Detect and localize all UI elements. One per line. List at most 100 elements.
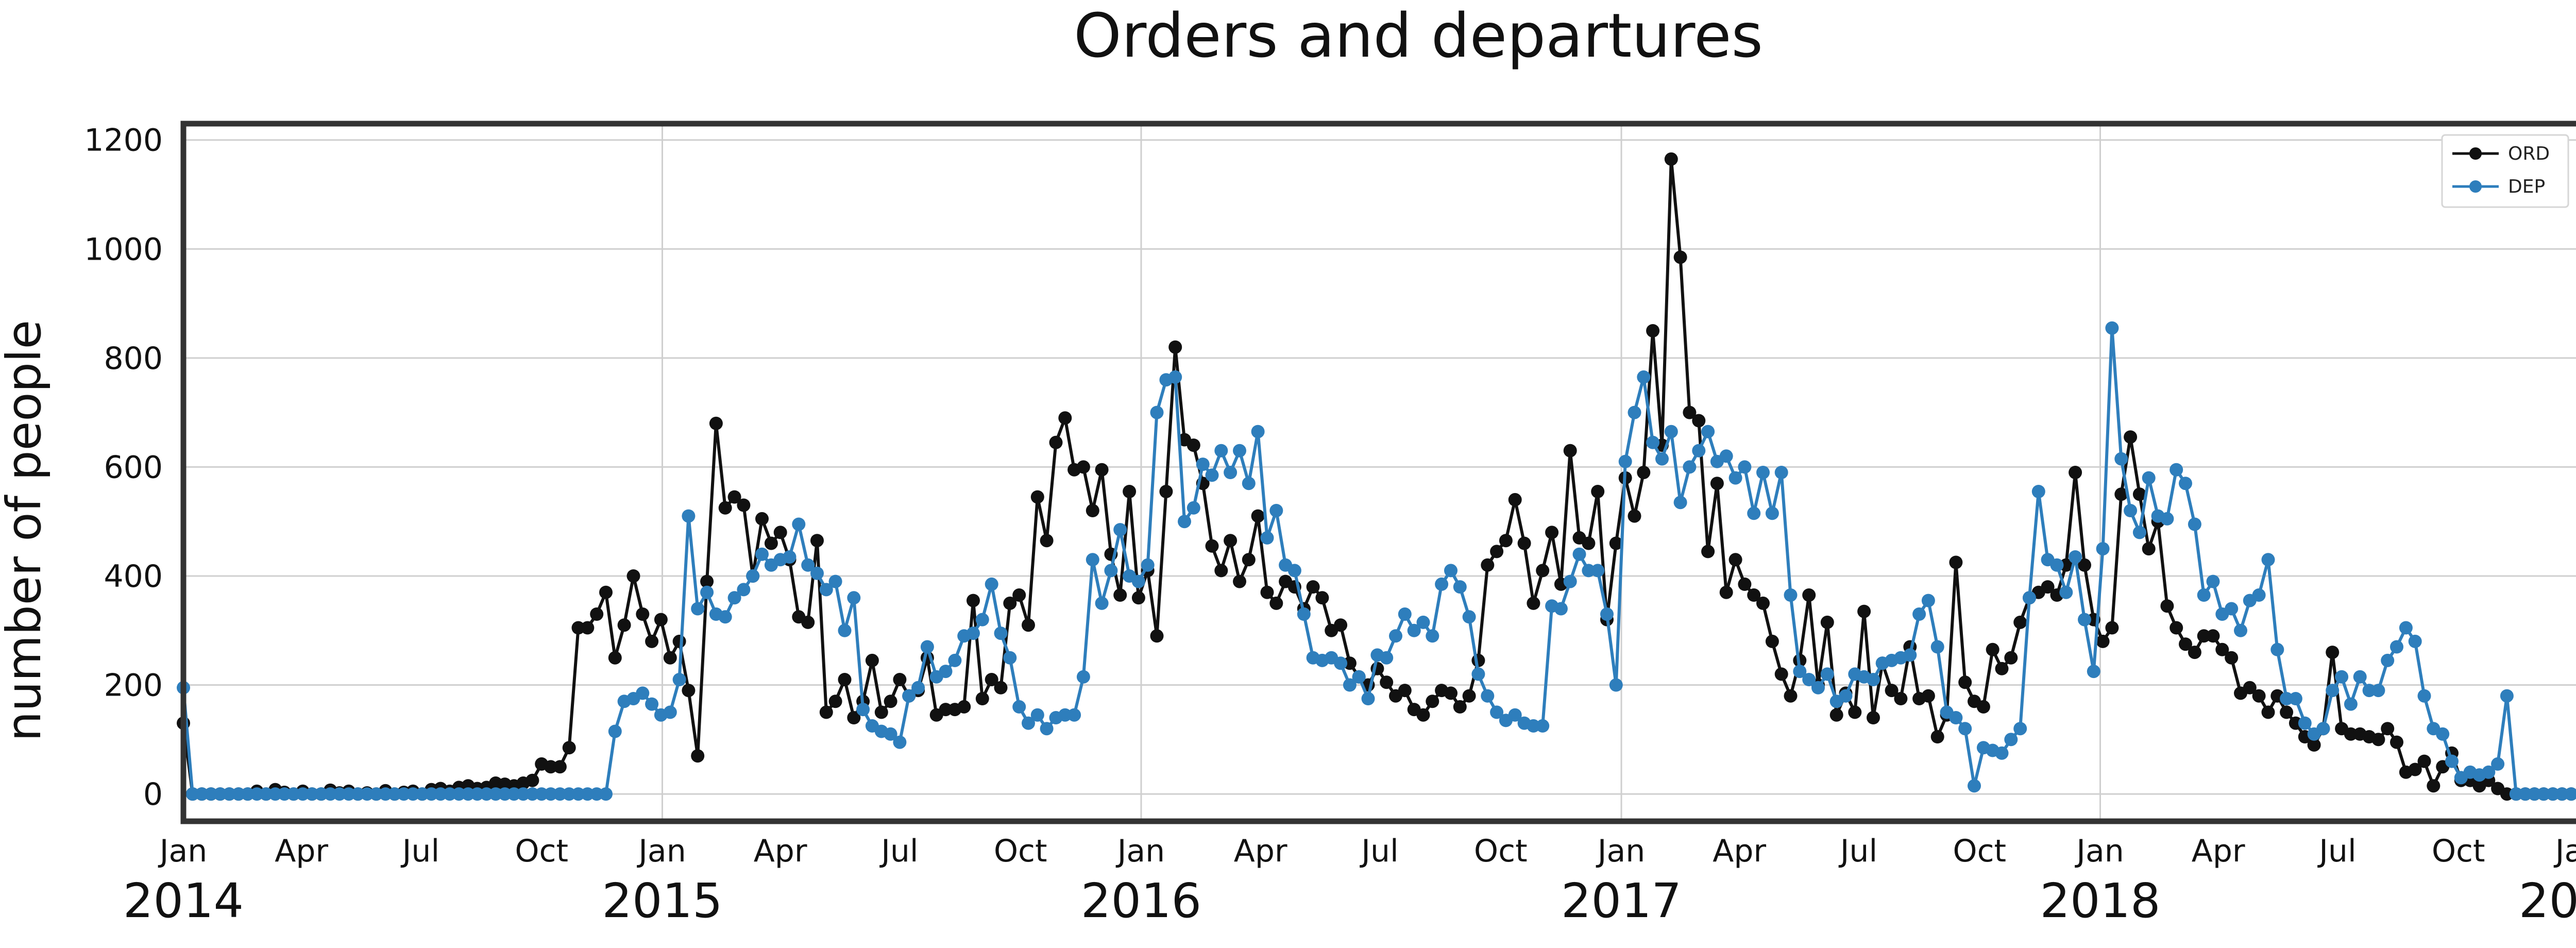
- series-ord-point: [581, 621, 595, 635]
- series-ord-point: [626, 569, 640, 583]
- series-dep-point: [2500, 689, 2514, 703]
- legend-dep-label: DEP: [2508, 176, 2545, 197]
- month-tick-label: Jan: [2074, 833, 2124, 869]
- series-dep-point: [2105, 321, 2119, 335]
- series-ord-point: [2041, 580, 2055, 594]
- series-ord-point: [2004, 651, 2018, 665]
- series-dep-point: [2059, 585, 2073, 599]
- series-dep-point: [1958, 722, 1972, 736]
- series-ord-point: [810, 534, 824, 548]
- series-ord-point: [2059, 558, 2073, 572]
- series-dep-point: [2225, 602, 2239, 616]
- series-ord-point: [1049, 435, 1063, 449]
- series-dep-point: [2206, 574, 2220, 588]
- series-dep-point: [1104, 564, 1118, 578]
- series-dep-point: [544, 787, 557, 801]
- series-ord-point: [1728, 553, 1742, 567]
- series-dep-point: [2004, 733, 2018, 747]
- series-ord-point: [1214, 564, 1228, 578]
- y-tick-label: 400: [104, 558, 163, 595]
- series-ord-point: [967, 594, 980, 607]
- series-dep-point: [2013, 722, 2027, 736]
- series-ord-point: [2307, 738, 2321, 752]
- series-dep-point: [1067, 708, 1081, 722]
- series-ord-point: [1444, 686, 1458, 700]
- series-dep-point: [1655, 452, 1669, 466]
- series-dep-point: [2087, 665, 2100, 679]
- series-ord-point: [1269, 596, 1283, 610]
- series-ord-point: [1563, 444, 1577, 458]
- series-dep-point: [342, 787, 355, 801]
- series-ord-point: [1976, 700, 1990, 714]
- series-dep-point: [305, 787, 319, 801]
- series-dep-point: [1820, 667, 1834, 681]
- series-ord-point: [874, 705, 888, 719]
- series-ord-point: [571, 621, 585, 635]
- series-ord-point: [727, 490, 741, 504]
- series-dep-point: [911, 681, 925, 695]
- series-dep-point: [2160, 512, 2174, 526]
- month-tick-label: Jan: [1115, 833, 1165, 869]
- series-ord-point: [553, 760, 567, 774]
- series-dep-point: [737, 583, 751, 597]
- series-dep-point: [1168, 370, 1182, 384]
- series-dep-point: [351, 787, 365, 801]
- series-dep-point: [2124, 504, 2138, 517]
- series-dep-point: [884, 727, 897, 741]
- series-ord-point: [2114, 487, 2128, 501]
- y-axis-label: number of people: [0, 320, 52, 741]
- series-dep-point: [1563, 574, 1577, 588]
- series-ord-point: [654, 613, 668, 627]
- series-ord-point: [1150, 629, 1164, 643]
- series-ord-point: [1582, 536, 1596, 550]
- series-dep-point: [1793, 665, 1807, 679]
- series-ord-point: [847, 711, 861, 724]
- month-tick-label: Jul: [2317, 833, 2356, 869]
- series-dep-point: [819, 583, 833, 597]
- series-ord-point: [1545, 526, 1559, 539]
- series-ord-point: [1416, 708, 1430, 722]
- month-tick-label: Jul: [879, 833, 918, 869]
- series-dep-point: [1921, 594, 1935, 607]
- series-dep-point: [1214, 444, 1228, 458]
- series-dep-point: [1582, 564, 1596, 578]
- series-dep-point: [1774, 466, 1788, 479]
- series-ord-point: [1040, 534, 1054, 548]
- series-ord-point: [1168, 340, 1182, 354]
- series-dep-point: [553, 787, 567, 801]
- series-ord-point: [2326, 646, 2340, 659]
- series-ord-point: [2206, 629, 2220, 643]
- series-ord-point: [1113, 588, 1127, 602]
- series-dep-point: [2335, 670, 2349, 684]
- legend-dep-marker: [2469, 180, 2482, 193]
- series-dep-point: [2381, 653, 2395, 667]
- series-dep-point: [1646, 435, 1660, 449]
- year-tick-label: 2017: [1561, 873, 1682, 928]
- series-dep-point: [1380, 651, 1394, 665]
- month-tick-label: Apr: [754, 833, 807, 869]
- series-dep-point: [1260, 531, 1274, 545]
- series-ord-point: [1123, 485, 1137, 498]
- series-ord-point: [1380, 675, 1394, 689]
- series-dep-point: [1343, 678, 1357, 692]
- series-ord-point: [828, 695, 842, 708]
- series-ord-point: [1527, 596, 1540, 610]
- series-ord-point: [764, 536, 778, 550]
- series-ord-point: [1343, 656, 1357, 670]
- series-ord-point: [2179, 637, 2192, 651]
- series-ord-point: [1692, 414, 1706, 428]
- series-dep-point: [1389, 629, 1402, 643]
- year-tick-label: 2019: [2519, 873, 2576, 928]
- series-dep-point: [1205, 468, 1219, 482]
- series-ord-point: [663, 651, 677, 665]
- series-ord-point: [939, 703, 953, 717]
- series-dep-point: [278, 787, 292, 801]
- series-ord-point: [1848, 705, 1862, 719]
- legend-ord-marker: [2469, 147, 2482, 160]
- series-dep-point: [1481, 689, 1495, 703]
- series-dep-point: [406, 787, 420, 801]
- series-dep-point: [2362, 684, 2376, 698]
- series-dep-point: [1609, 678, 1623, 692]
- series-ord-point: [2252, 689, 2266, 703]
